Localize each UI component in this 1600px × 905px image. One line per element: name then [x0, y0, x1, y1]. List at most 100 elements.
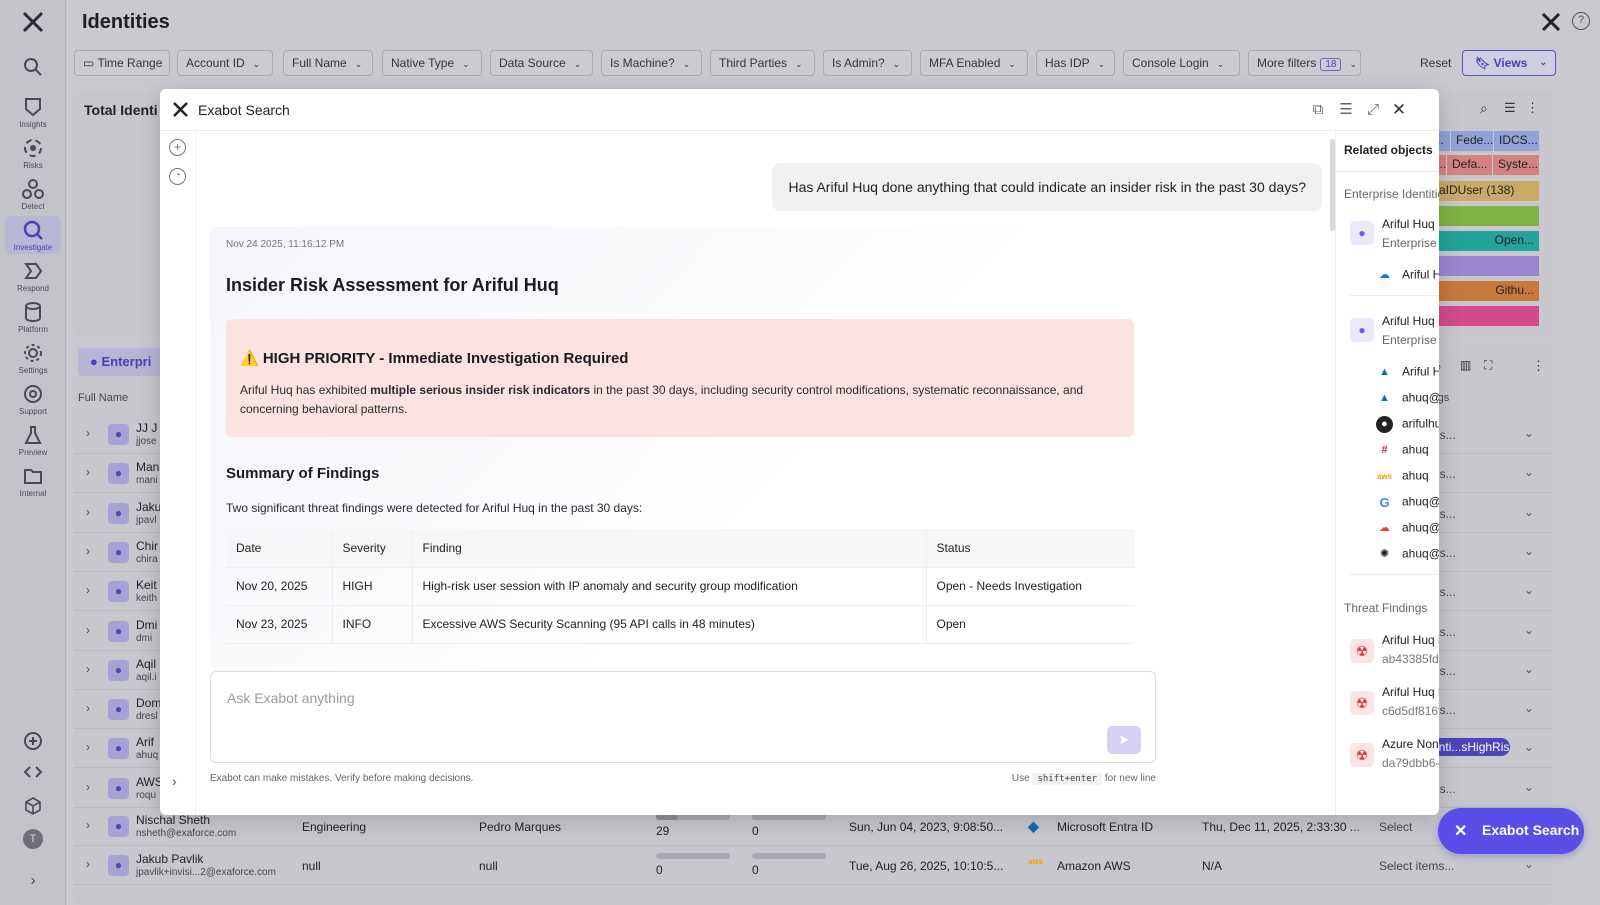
- related-objects-header[interactable]: Related objects›: [1344, 143, 1439, 157]
- expand-row-icon[interactable]: ›: [86, 857, 90, 871]
- avatar: ●: [108, 503, 129, 524]
- send-button[interactable]: ➤: [1107, 726, 1141, 754]
- filter-full-name[interactable]: Full Name ⌄: [283, 50, 373, 76]
- expand-row-icon[interactable]: ›: [86, 583, 90, 597]
- nav-insights[interactable]: Insights: [0, 96, 66, 129]
- nav-preview[interactable]: Preview: [0, 424, 66, 457]
- expand-row-icon[interactable]: ›: [86, 662, 90, 676]
- expand-row-icon[interactable]: ›: [86, 465, 90, 479]
- account-item[interactable]: ▲Ariful Huq: [1376, 364, 1439, 384]
- tab-enterprise[interactable]: ● Enterpri: [78, 348, 168, 376]
- filter-mfa-enabled[interactable]: MFA Enabled ⌄: [920, 50, 1028, 76]
- cube-icon[interactable]: [0, 795, 66, 817]
- tags-select[interactable]: Select items...: [1379, 859, 1455, 873]
- filter-data-source[interactable]: Data Source ⌄: [490, 50, 593, 76]
- filter-console-login[interactable]: Console Login ⌄: [1123, 50, 1240, 76]
- table-row[interactable]: › ● Jakub Pavlik jpavlik+invisi...2@exaforc…: [74, 846, 1552, 885]
- expand-row-icon[interactable]: ›: [86, 818, 90, 832]
- chevron-down-icon[interactable]: ⌄: [1524, 662, 1535, 676]
- expand-row-icon[interactable]: ›: [86, 780, 90, 794]
- expand-row-icon[interactable]: ›: [86, 623, 90, 637]
- account-item[interactable]: ✺ahuq@exaforce.com: [1376, 546, 1439, 566]
- nav-risks[interactable]: Risks: [0, 137, 66, 170]
- add-chat-icon[interactable]: [0, 730, 66, 752]
- reset-button[interactable]: Reset: [1420, 56, 1452, 70]
- azure-icon: ▲: [1379, 366, 1390, 378]
- user-avatar-icon[interactable]: T: [0, 829, 66, 849]
- nav-respond[interactable]: Respond: [0, 260, 66, 293]
- alert-body: Ariful Huq has exhibited multiple seriou…: [240, 383, 1084, 416]
- related-objects-panel: Related objects› Enterprise Identities ●…: [1335, 131, 1439, 815]
- expand-row-icon[interactable]: ›: [86, 505, 90, 519]
- chat-scrollbar[interactable]: [1330, 139, 1335, 231]
- search-nav-icon[interactable]: [0, 56, 66, 78]
- expand-icon[interactable]: ⤢: [1366, 101, 1379, 118]
- settings-sliders-icon[interactable]: ☰: [1504, 100, 1516, 115]
- chevron-down-icon[interactable]: ⌄: [1524, 426, 1535, 440]
- chevron-down-icon[interactable]: ⌄: [1524, 740, 1535, 754]
- expand-row-icon[interactable]: ›: [86, 740, 90, 754]
- nav-settings[interactable]: Settings: [0, 342, 66, 375]
- findings-table: Date Severity Finding Status Nov 20, 202…: [226, 529, 1134, 644]
- account-item[interactable]: ▲ahuq@exaforce.com: [1376, 390, 1439, 410]
- filter-has-idp[interactable]: Has IDP ⌄: [1036, 50, 1115, 76]
- tags-select[interactable]: Select: [1379, 820, 1413, 834]
- nav-internal[interactable]: Internal: [0, 465, 66, 498]
- views-button[interactable]: 🔖︎ Views ⌄: [1462, 50, 1556, 76]
- expand-sidebar-icon[interactable]: ›: [30, 872, 36, 889]
- account-item[interactable]: ☁︎Ariful Huq: [1376, 267, 1439, 287]
- copy-icon[interactable]: ⧉: [1312, 101, 1324, 118]
- sidebar: Insights Risks Detect Investigate Respon…: [0, 0, 66, 905]
- filter-is-machine[interactable]: Is Machine? ⌄: [601, 50, 702, 76]
- filter-is-admin[interactable]: Is Admin? ⌄: [823, 50, 912, 76]
- fullscreen-icon[interactable]: ⛶: [1484, 358, 1493, 372]
- help-icon[interactable]: ?: [1572, 12, 1590, 30]
- close-icon[interactable]: ✕: [1391, 100, 1407, 119]
- nav-detect[interactable]: Detect: [0, 178, 66, 211]
- exabot-search-button[interactable]: ✕ Exabot Search: [1438, 808, 1584, 854]
- account-item[interactable]: ●arifulhuq: [1376, 416, 1439, 436]
- table-row[interactable]: › ● Nischal Sheth nsheth@exaforce.com Engine…: [74, 807, 1552, 846]
- nav-support[interactable]: Support: [0, 383, 66, 416]
- chevron-down-icon[interactable]: ⌄: [1524, 505, 1535, 519]
- filter-third-parties[interactable]: Third Parties ⌄: [710, 50, 815, 76]
- expand-row-icon[interactable]: ›: [86, 701, 90, 715]
- chevron-down-icon[interactable]: ⌄: [1524, 701, 1535, 715]
- account-item[interactable]: ☁︎ahuq@exaforce.com: [1376, 520, 1439, 540]
- row-email: dmi: [136, 633, 153, 644]
- chevron-down-icon[interactable]: ⌄: [1524, 544, 1535, 558]
- nav-investigate[interactable]: Investigate: [5, 216, 61, 254]
- code-icon[interactable]: [0, 761, 66, 783]
- exabot-icon[interactable]: [1540, 12, 1562, 32]
- expand-row-icon[interactable]: ›: [86, 426, 90, 440]
- filter-more-filters[interactable]: More filters 18 ⌄: [1248, 50, 1361, 76]
- row-created: Tue, Aug 26, 2025, 10:10:5...: [849, 859, 1004, 873]
- account-item[interactable]: # ahuq: [1376, 442, 1428, 462]
- chevron-down-icon[interactable]: ⌄: [1524, 465, 1535, 479]
- column-header-full-name[interactable]: Full Name: [78, 392, 129, 404]
- new-chat-icon[interactable]: +: [169, 139, 186, 156]
- filter-native-type[interactable]: Native Type ⌄: [382, 50, 482, 76]
- filter-time-range[interactable]: ▭ Time Range: [74, 50, 170, 76]
- chevron-down-icon[interactable]: ⌄: [1524, 857, 1535, 871]
- segment-label: Defa...: [1447, 155, 1492, 175]
- table-more-icon[interactable]: ⋮: [1532, 358, 1545, 373]
- chevron-down-icon[interactable]: ⌄: [1524, 583, 1535, 597]
- chevron-down-icon[interactable]: ⌄: [1524, 780, 1535, 794]
- filter-account-id[interactable]: Account ID ⌄: [177, 50, 273, 76]
- chat-input[interactable]: Ask Exabot anything ➤: [210, 671, 1156, 763]
- expand-rail-icon[interactable]: ›: [172, 773, 177, 789]
- exaforce-logo[interactable]: [21, 11, 45, 33]
- columns-icon[interactable]: ▥: [1460, 358, 1472, 372]
- more-options-icon[interactable]: ⋮: [1526, 100, 1539, 115]
- search-icon[interactable]: ⌕: [1480, 100, 1488, 116]
- list-icon[interactable]: ☰: [1339, 101, 1353, 118]
- chevron-down-icon[interactable]: ⌄: [1524, 623, 1535, 637]
- account-item[interactable]: aws ahuq: [1376, 468, 1429, 488]
- history-icon[interactable]: ◔: [169, 168, 186, 185]
- finding-row: Nov 20, 2025 HIGH High-risk user session…: [226, 567, 1134, 606]
- expand-row-icon[interactable]: ›: [86, 544, 90, 558]
- chevron-down-icon: ⌄: [1349, 59, 1358, 69]
- nav-platform[interactable]: Platform: [0, 301, 66, 334]
